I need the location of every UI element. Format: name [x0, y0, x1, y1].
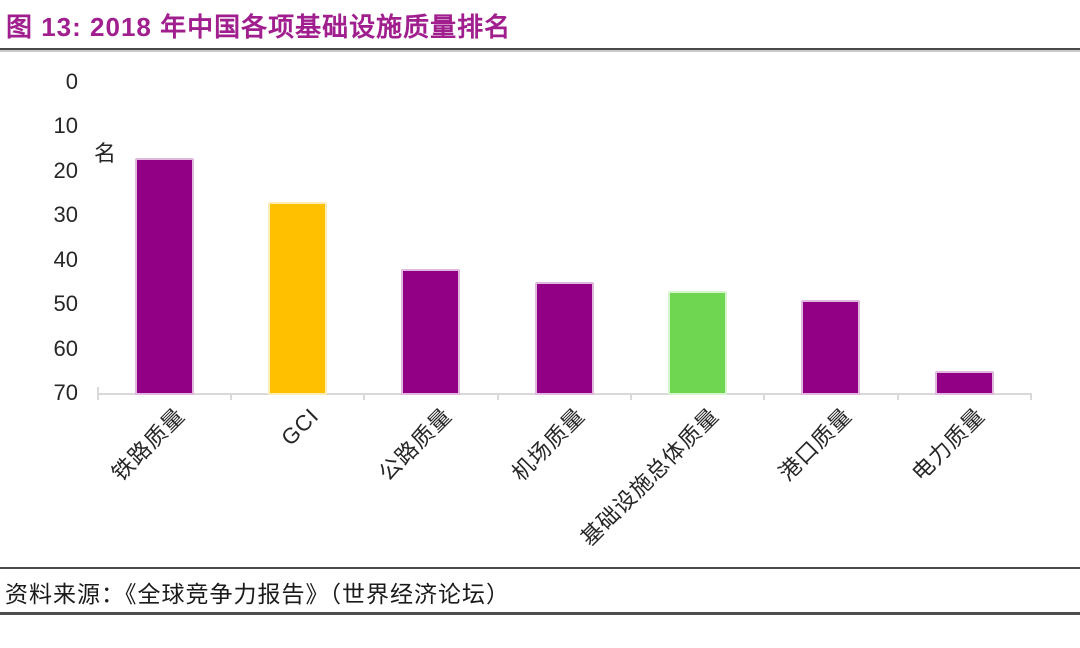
y-tick-label: 50 [53, 291, 78, 317]
y-tick-label: 40 [53, 246, 78, 272]
bar-电力质量 [934, 370, 994, 395]
bar-铁路质量 [134, 157, 194, 395]
axis-tick [763, 393, 766, 400]
x-category-label: 机场质量 [507, 403, 590, 486]
x-category-label: GCI [275, 403, 324, 451]
source-note: 资料来源：《全球竞争力报告》（世界经济论坛） [5, 582, 510, 607]
bar-基础设施总体质量 [668, 290, 728, 395]
bottom-edge-line [0, 612, 1080, 615]
axis-tick [363, 393, 366, 400]
x-category-label: 基础设施总体质量 [575, 403, 724, 551]
axis-tick [896, 393, 899, 400]
bar-机场质量 [534, 281, 594, 395]
y-tick-label: 0 [65, 69, 78, 94]
x-category-label: 港口质量 [773, 403, 857, 486]
axis-tick [496, 393, 499, 400]
title-divider-line [0, 48, 1080, 50]
y-tick-label: 70 [53, 380, 78, 405]
axis-tick-up [96, 387, 99, 394]
x-category-label: 铁路质量 [107, 403, 190, 486]
bar-公路质量 [401, 268, 461, 395]
bar-GCI [268, 201, 328, 395]
y-tick-label: 60 [53, 335, 78, 361]
source-divider-line [0, 567, 1080, 569]
axis-tick [229, 393, 232, 400]
axis-tick [629, 393, 632, 400]
axis-tick [1029, 393, 1032, 400]
y-axis-unit-label: 名 [94, 141, 117, 166]
y-tick-label: 20 [53, 157, 78, 183]
bar-港口质量 [801, 299, 861, 395]
y-tick-label: 10 [53, 113, 78, 139]
figure-title: 图 13: 2018 年中国各项基础设施质量排名 [6, 12, 512, 42]
figure-panel: 图 13: 2018 年中国各项基础设施质量排名 名 0 10 20 30 40 50 60… [0, 12, 1080, 615]
axis-tick [96, 393, 99, 400]
bar-chart: 名 0 10 20 30 40 50 60 70 铁路质量 GCI 公路质量 机场质量 基础设施总体质量… [0, 52, 1080, 562]
x-category-label: 公路质量 [373, 403, 457, 486]
y-tick-label: 30 [53, 202, 78, 228]
x-category-label: 电力质量 [907, 403, 990, 486]
